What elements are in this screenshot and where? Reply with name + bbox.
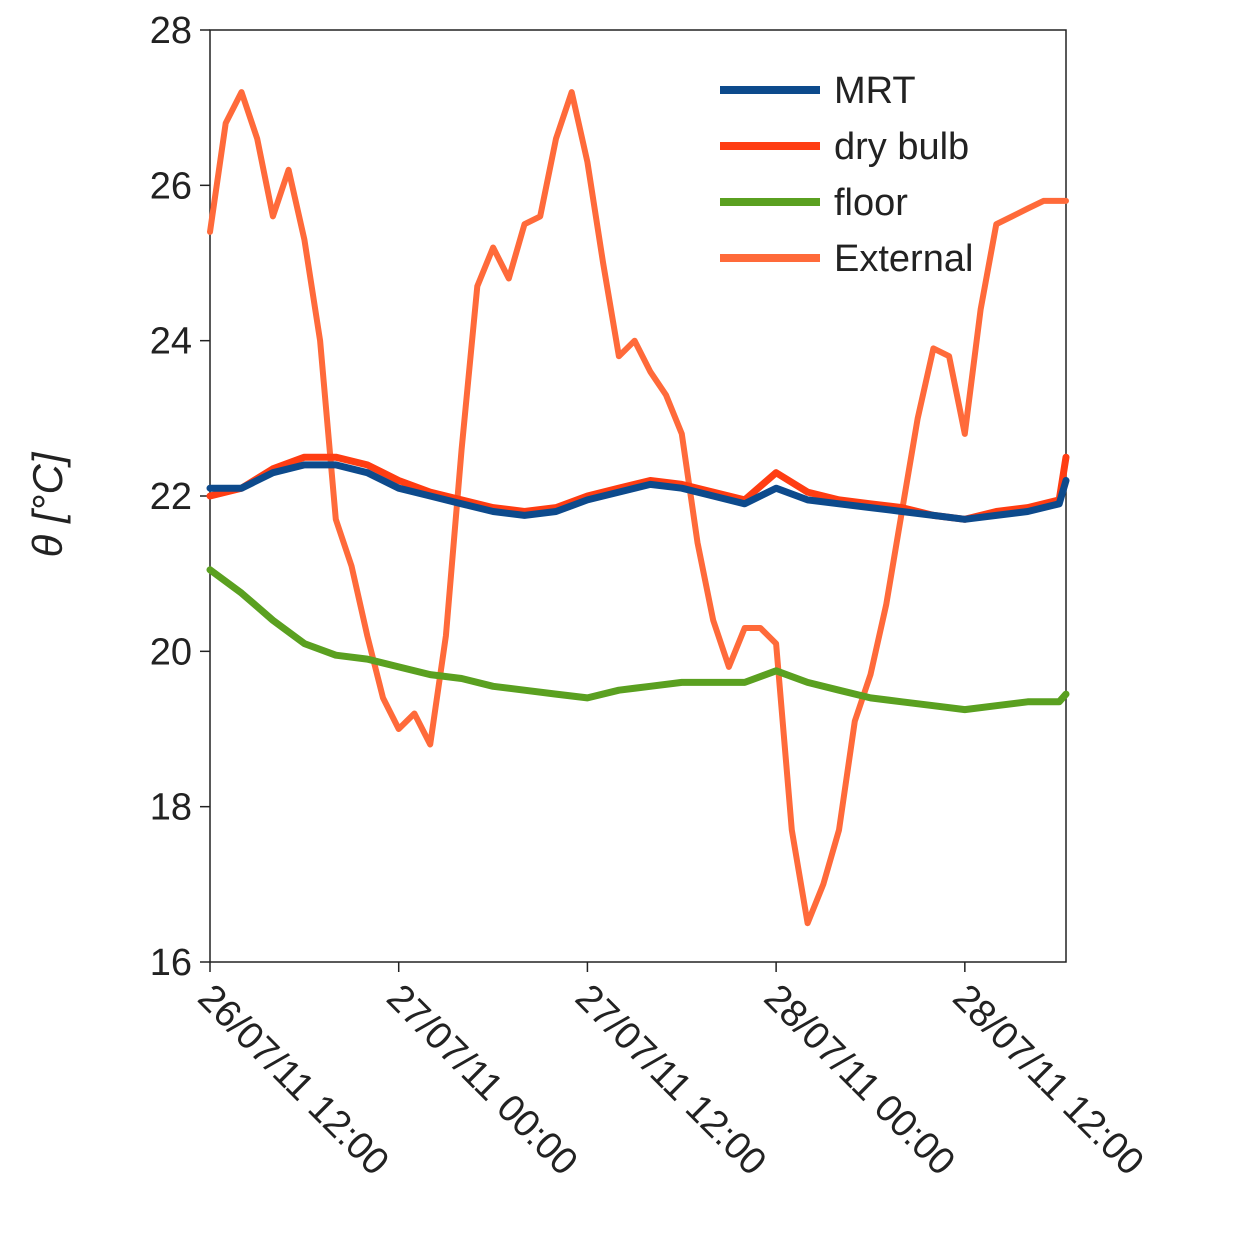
y-axis-label: θ [°C] xyxy=(24,451,71,557)
y-tick-label: 22 xyxy=(150,476,192,518)
y-tick-label: 18 xyxy=(150,787,192,829)
series-lines xyxy=(206,89,1070,927)
x-tick-label: 27/07/11 00:00 xyxy=(378,977,585,1184)
y-tick-label: 28 xyxy=(150,10,192,52)
series-line-floor xyxy=(206,566,1070,714)
legend-label: External xyxy=(834,238,973,280)
y-tick-label: 24 xyxy=(150,321,192,363)
x-tick-label: 27/07/11 12:00 xyxy=(567,977,774,1184)
y-tick-label: 26 xyxy=(150,165,192,207)
plot-frame xyxy=(209,29,1067,963)
series-line-external xyxy=(207,89,1069,927)
y-axis-ticks: 16 18 20 22 24 26 28 xyxy=(150,10,210,984)
x-tick-label: 28/07/11 00:00 xyxy=(756,977,963,1184)
legend-label: MRT xyxy=(834,70,916,112)
y-tick-label: 20 xyxy=(150,631,192,673)
y-tick-label: 16 xyxy=(150,942,192,984)
legend-label: floor xyxy=(834,182,908,224)
chart-legend: MRT dry bulb floor External xyxy=(720,70,973,280)
legend-label: dry bulb xyxy=(834,126,969,168)
x-tick-label: 26/07/11 12:00 xyxy=(190,977,397,1184)
series-line-mrt xyxy=(206,461,1070,523)
x-tick-label: 28/07/11 12:00 xyxy=(944,977,1151,1184)
